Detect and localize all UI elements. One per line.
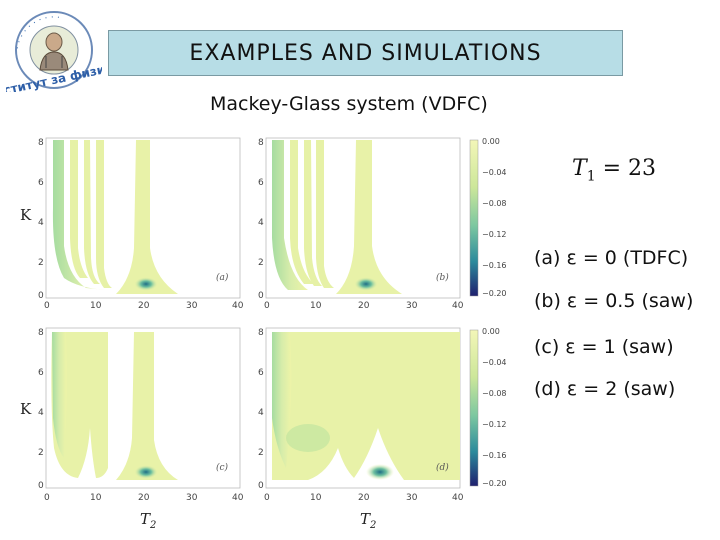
svg-text:6: 6 bbox=[38, 368, 44, 378]
y-axis-label-top: K bbox=[20, 206, 32, 224]
panel-c: (c) 8 6 4 2 0 0 10 20 30 40 bbox=[38, 327, 244, 503]
svg-text:(c): (c) bbox=[216, 462, 229, 473]
svg-text:40: 40 bbox=[232, 301, 244, 311]
svg-text:−0.16: −0.16 bbox=[482, 261, 507, 270]
y-axis-label-bottom: K bbox=[20, 400, 32, 418]
svg-text:−0.12: −0.12 bbox=[482, 420, 507, 429]
svg-text:−0.16: −0.16 bbox=[482, 451, 507, 460]
svg-text:(d): (d) bbox=[436, 462, 449, 473]
delay-parameter-label: T1 = 23 bbox=[572, 156, 657, 185]
x-axis-label-right: T2 bbox=[360, 510, 376, 531]
svg-text:8: 8 bbox=[38, 138, 44, 148]
svg-text:10: 10 bbox=[310, 301, 322, 311]
colorbar-top: 0.00 −0.04 −0.08 −0.12 −0.16 −0.20 bbox=[469, 137, 507, 298]
svg-text:−0.12: −0.12 bbox=[482, 230, 507, 239]
svg-text:0: 0 bbox=[44, 493, 50, 503]
svg-text:6: 6 bbox=[258, 178, 264, 188]
svg-text:0: 0 bbox=[258, 481, 264, 491]
panel-d: (d) 8 6 4 2 0 0 10 20 30 40 bbox=[258, 327, 464, 503]
svg-text:2: 2 bbox=[38, 448, 44, 458]
case-c-label: (c) ε = 1 (saw) bbox=[534, 336, 674, 358]
svg-text:0: 0 bbox=[38, 481, 44, 491]
svg-text:4: 4 bbox=[258, 408, 264, 418]
institute-logo: · · · · · · · · · · Институт за физику bbox=[6, 11, 102, 92]
page-title: EXAMPLES AND SIMULATIONS bbox=[189, 40, 542, 66]
svg-text:2: 2 bbox=[38, 258, 44, 268]
svg-text:−0.20: −0.20 bbox=[482, 289, 507, 298]
svg-text:40: 40 bbox=[232, 493, 244, 503]
svg-text:10: 10 bbox=[310, 493, 322, 503]
svg-text:8: 8 bbox=[258, 328, 264, 338]
colorbar-bottom: 0.00 −0.04 −0.08 −0.12 −0.16 −0.20 bbox=[469, 327, 507, 488]
svg-text:10: 10 bbox=[90, 493, 102, 503]
svg-text:8: 8 bbox=[258, 138, 264, 148]
svg-text:6: 6 bbox=[38, 178, 44, 188]
stability-maps-figure: K K T2 T2 (a) 8 6 4 2 0 0 10 20 30 40 (b… bbox=[20, 137, 507, 531]
svg-text:0: 0 bbox=[264, 493, 270, 503]
svg-text:−0.08: −0.08 bbox=[482, 199, 507, 208]
svg-text:30: 30 bbox=[406, 493, 418, 503]
svg-text:4: 4 bbox=[38, 408, 44, 418]
svg-text:10: 10 bbox=[90, 301, 102, 311]
svg-text:20: 20 bbox=[358, 493, 370, 503]
panel-b: (b) 8 6 4 2 0 0 10 20 30 40 bbox=[258, 137, 464, 311]
svg-text:20: 20 bbox=[138, 301, 150, 311]
case-b-label: (b) ε = 0.5 (saw) bbox=[534, 290, 694, 312]
svg-text:(a): (a) bbox=[216, 272, 229, 283]
x-axis-label-left: T2 bbox=[140, 510, 156, 531]
svg-text:20: 20 bbox=[138, 493, 150, 503]
svg-text:−0.20: −0.20 bbox=[482, 479, 507, 488]
svg-text:0.00: 0.00 bbox=[482, 327, 500, 336]
panel-a: (a) 8 6 4 2 0 0 10 20 30 40 bbox=[38, 137, 244, 311]
svg-text:0: 0 bbox=[264, 301, 270, 311]
svg-text:30: 30 bbox=[186, 493, 198, 503]
svg-text:30: 30 bbox=[186, 301, 198, 311]
founder-portrait-icon bbox=[39, 32, 69, 71]
svg-text:4: 4 bbox=[38, 218, 44, 228]
svg-text:0.00: 0.00 bbox=[482, 137, 500, 146]
svg-text:2: 2 bbox=[258, 448, 264, 458]
svg-text:40: 40 bbox=[452, 493, 464, 503]
page-subtitle: Mackey-Glass system (VDFC) bbox=[210, 93, 488, 115]
svg-text:0: 0 bbox=[38, 291, 44, 301]
svg-text:2: 2 bbox=[258, 258, 264, 268]
svg-text:20: 20 bbox=[358, 301, 370, 311]
svg-text:6: 6 bbox=[258, 368, 264, 378]
svg-text:40: 40 bbox=[452, 301, 464, 311]
svg-text:8: 8 bbox=[38, 328, 44, 338]
svg-text:(b): (b) bbox=[436, 272, 449, 283]
svg-text:4: 4 bbox=[258, 218, 264, 228]
case-d-label: (d) ε = 2 (saw) bbox=[534, 378, 676, 400]
svg-text:0: 0 bbox=[44, 301, 50, 311]
svg-text:−0.04: −0.04 bbox=[482, 168, 507, 177]
svg-text:30: 30 bbox=[406, 301, 418, 311]
svg-text:−0.04: −0.04 bbox=[482, 358, 507, 367]
case-a-label: (a) ε = 0 (TDFC) bbox=[534, 247, 689, 269]
svg-text:−0.08: −0.08 bbox=[482, 389, 507, 398]
svg-text:0: 0 bbox=[258, 291, 264, 301]
title-banner: EXAMPLES AND SIMULATIONS bbox=[108, 30, 623, 76]
